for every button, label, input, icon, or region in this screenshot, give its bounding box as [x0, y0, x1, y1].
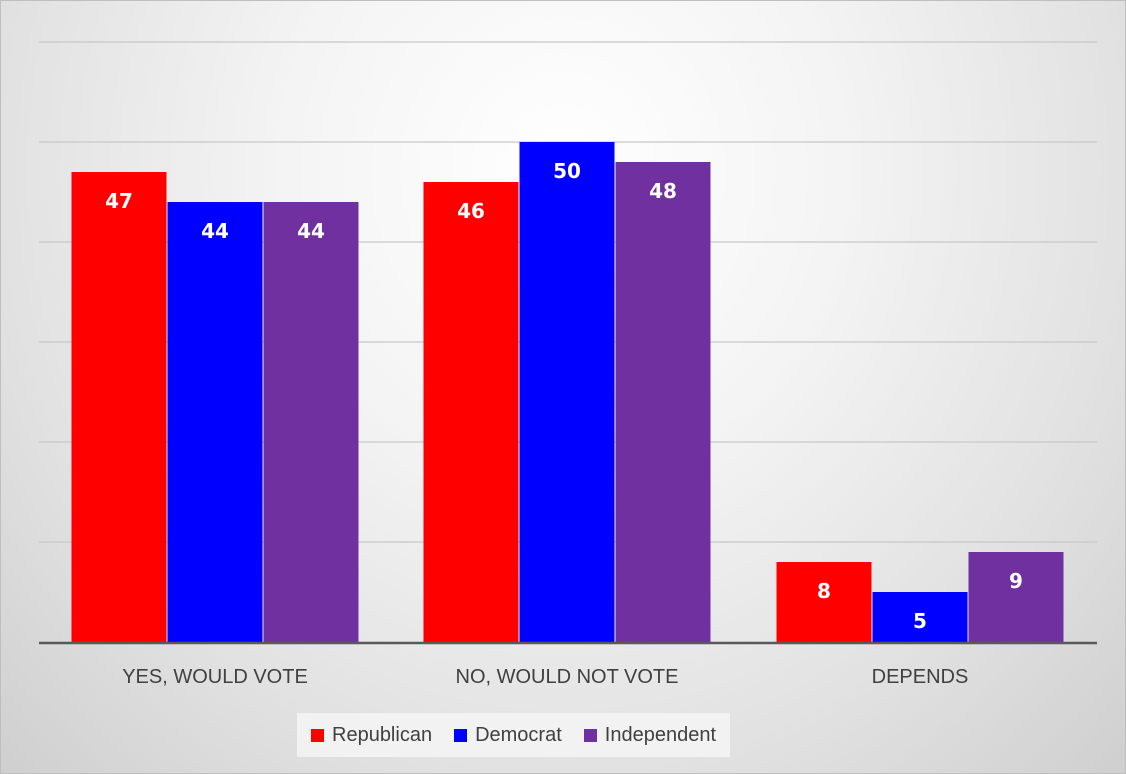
legend-label-republican: Republican: [332, 723, 433, 746]
bar-democrat: [872, 592, 968, 642]
data-label-republican: 8: [817, 579, 831, 603]
data-label-independent: 48: [649, 179, 677, 203]
legend-item-democrat: Democrat: [454, 724, 562, 747]
legend-label-independent: Independent: [604, 723, 717, 746]
bar-independent: [968, 552, 1064, 642]
data-label-democrat: 44: [201, 219, 229, 243]
bar-republican: [71, 172, 167, 642]
data-label-republican: 47: [105, 189, 133, 213]
bar-republican: [423, 182, 519, 642]
category-label: YES, WOULD VOTE: [122, 666, 308, 688]
legend-label-democrat: Democrat: [475, 723, 562, 746]
data-labels: 47 44 44 46 50 48 8 5 9: [105, 159, 1023, 633]
legend-swatch-republican: [311, 728, 324, 742]
legend-swatch-democrat: [454, 728, 468, 742]
legend-item-independent: Independent: [583, 723, 717, 747]
category-label: DEPENDS: [872, 666, 969, 688]
bar-democrat: [519, 142, 615, 642]
data-label-democrat: 50: [553, 159, 581, 183]
legend-item-republican: Republican: [311, 724, 432, 747]
bar-independent: [263, 202, 359, 642]
bars: [71, 142, 1064, 642]
legend: Republican Democrat Independent: [297, 713, 731, 757]
bar-democrat: [167, 202, 263, 642]
bar-independent: [615, 162, 711, 642]
data-label-republican: 46: [457, 199, 485, 223]
data-label-democrat: 5: [913, 609, 927, 633]
legend-swatch-independent: [583, 728, 597, 742]
data-label-independent: 44: [297, 219, 325, 243]
category-label: NO, WOULD NOT VOTE: [456, 666, 679, 688]
bar-republican: [776, 562, 872, 642]
data-label-independent: 9: [1009, 569, 1023, 593]
category-labels: YES, WOULD VOTE NO, WOULD NOT VOTE DEPENDS: [122, 666, 968, 688]
